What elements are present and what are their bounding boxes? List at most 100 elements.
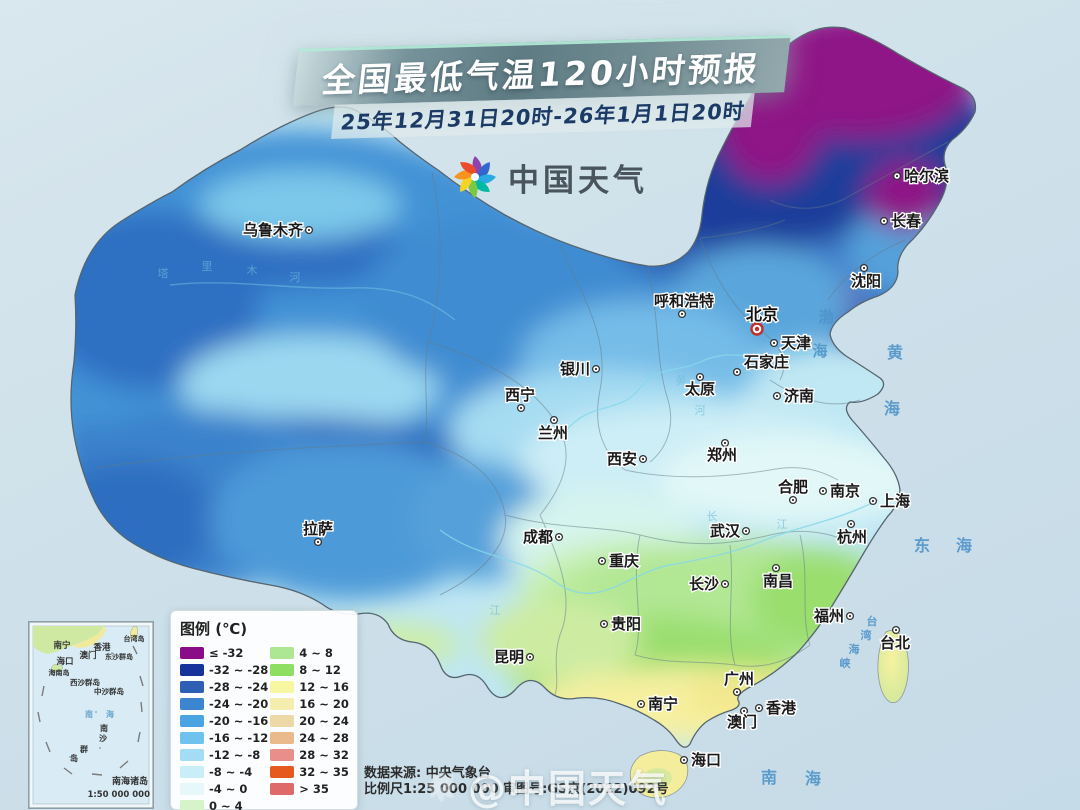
city: 昆明 bbox=[493, 647, 535, 667]
sea-label: 海 bbox=[812, 342, 827, 360]
legend-range-label: -16 ~ -12 bbox=[209, 730, 269, 745]
inset-label: 海口 bbox=[56, 656, 73, 667]
city-dot-center bbox=[698, 375, 702, 379]
legend-row: 12 ~ 16 bbox=[270, 678, 349, 695]
river-label: 黄 bbox=[676, 373, 687, 387]
city-dot-center bbox=[742, 709, 746, 713]
city-label: 太原 bbox=[685, 380, 715, 398]
city-dot-center bbox=[602, 622, 606, 626]
inset-label: 南 bbox=[85, 709, 93, 719]
city-dot-center bbox=[848, 614, 852, 618]
inset-dash-line bbox=[37, 645, 144, 776]
legend-swatch bbox=[270, 782, 295, 795]
city-dot-center bbox=[735, 370, 739, 374]
city-label: 拉萨 bbox=[303, 520, 333, 538]
inset-label: 海 bbox=[106, 709, 114, 719]
city-label: 兰州 bbox=[538, 424, 568, 442]
province-borders bbox=[95, 141, 949, 696]
sea-label: 峡 bbox=[840, 656, 852, 670]
city: 兰州 bbox=[537, 415, 569, 443]
pinwheel-petal bbox=[460, 162, 477, 175]
legend-row: -4 ~ 0 bbox=[180, 780, 268, 797]
city: 南京 bbox=[818, 481, 861, 501]
inset-label: 台湾岛 bbox=[124, 634, 145, 643]
city-dot-center bbox=[641, 457, 645, 461]
city-label: 香港 bbox=[766, 699, 797, 717]
legend-swatch bbox=[180, 663, 204, 676]
sea-label: 台 bbox=[867, 614, 878, 628]
city-dot-center bbox=[528, 655, 532, 659]
inset-label: 南宁 bbox=[53, 640, 71, 651]
city-dot-center bbox=[774, 566, 778, 570]
legend-range-label: -12 ~ -8 bbox=[209, 747, 261, 762]
taiwan-island bbox=[877, 629, 909, 704]
river-label: 河 bbox=[290, 271, 301, 284]
inset-label: 澳门 bbox=[79, 650, 96, 661]
legend-range-label: 0 ~ 4 bbox=[209, 798, 243, 810]
city: 石家庄 bbox=[732, 352, 790, 377]
legend-column-left: ≤ -32 -32 ~ -28 -28 ~ -24 -24 ~ -20 -20 ~ -1… bbox=[180, 644, 268, 810]
city: 哈尔滨 bbox=[892, 166, 950, 186]
city-dot-center bbox=[775, 394, 779, 398]
city-dot-center bbox=[557, 535, 561, 539]
legend-range-label: 20 ~ 24 bbox=[299, 713, 349, 728]
legend-range-label: 4 ~ 8 bbox=[299, 645, 333, 660]
city-label: 呼和浩特 bbox=[654, 292, 714, 310]
city-label: 武汉 bbox=[710, 522, 741, 540]
city: 武汉 bbox=[709, 521, 751, 541]
city: 银川 bbox=[559, 359, 601, 379]
data-source: 数据来源: 中央气象台 比例尺1:25 000 000 审图号:GS京(2022… bbox=[364, 766, 669, 798]
legend-swatch bbox=[180, 782, 204, 795]
city-label: 长春 bbox=[891, 212, 921, 230]
city-dot-center bbox=[682, 758, 686, 762]
city: 沈阳 bbox=[850, 263, 882, 291]
city-dot-center bbox=[735, 690, 739, 694]
legend-row: -16 ~ -12 bbox=[180, 729, 268, 746]
pinwheel-icon bbox=[454, 156, 496, 198]
city: 香港 bbox=[754, 698, 798, 718]
city-label: 广州 bbox=[724, 670, 754, 688]
sea-label: 海 bbox=[956, 536, 972, 555]
city-label: 长沙 bbox=[689, 575, 719, 593]
city: 广州 bbox=[723, 669, 755, 697]
city-dot-center bbox=[895, 174, 899, 178]
source-line1: 数据来源: 中央气象台 bbox=[364, 766, 491, 781]
city-dot-center bbox=[757, 706, 761, 710]
city-dot-center bbox=[519, 406, 523, 410]
legend-range-label: > 35 bbox=[299, 781, 329, 796]
legend-row: ≤ -32 bbox=[180, 644, 268, 661]
legend-swatch bbox=[270, 765, 295, 778]
city-label: 昆明 bbox=[494, 648, 524, 666]
legend-swatch bbox=[270, 731, 295, 744]
legend-range-label: -28 ~ -24 bbox=[209, 679, 269, 694]
legend-range-label: -20 ~ -16 bbox=[209, 713, 269, 728]
pinwheel-petal bbox=[477, 162, 490, 179]
river-label: 塔 bbox=[158, 267, 169, 280]
city-label: 合肥 bbox=[777, 478, 808, 496]
city-dot-center bbox=[594, 367, 598, 371]
city: 济南 bbox=[772, 386, 815, 406]
city-dot-center bbox=[552, 418, 556, 422]
city-label: 西安 bbox=[607, 450, 637, 468]
inset-hainan bbox=[51, 663, 63, 673]
legend-row: -32 ~ -28 bbox=[180, 661, 268, 678]
inset-label: 南 bbox=[100, 723, 108, 733]
city-dot-center bbox=[316, 540, 320, 544]
inset-taiwan bbox=[130, 625, 138, 641]
city: 西安 bbox=[606, 449, 648, 469]
legend-row: -28 ~ -24 bbox=[180, 678, 268, 695]
city: 长沙 bbox=[688, 574, 730, 594]
legend-range-label: -24 ~ -20 bbox=[209, 696, 269, 711]
city-dot-center bbox=[772, 341, 776, 345]
city: 南昌 bbox=[762, 563, 794, 591]
inset-label: 东沙群岛 bbox=[105, 652, 133, 661]
legend-row: > 35 bbox=[270, 780, 349, 797]
legend-swatch bbox=[270, 697, 295, 710]
legend-range-label: -32 ~ -28 bbox=[209, 662, 269, 677]
legend-swatch bbox=[180, 799, 204, 810]
city-label: 贵阳 bbox=[611, 615, 641, 633]
city: 杭州 bbox=[836, 519, 868, 547]
sea-label: 海 bbox=[849, 642, 860, 656]
river-label: 江 bbox=[777, 518, 788, 531]
